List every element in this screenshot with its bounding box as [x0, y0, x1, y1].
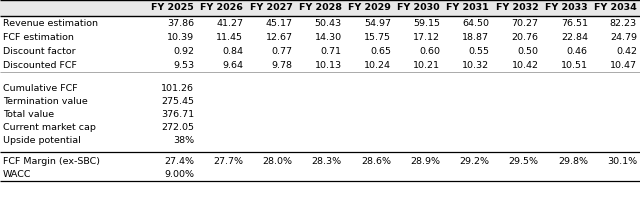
Text: 28.0%: 28.0%	[262, 157, 292, 166]
Text: FY 2032: FY 2032	[495, 4, 538, 12]
Text: 0.46: 0.46	[567, 46, 588, 55]
Text: 11.45: 11.45	[216, 32, 243, 42]
Text: 41.27: 41.27	[216, 19, 243, 27]
Text: 9.78: 9.78	[271, 61, 292, 69]
Text: 376.71: 376.71	[161, 110, 194, 119]
Text: Current market cap: Current market cap	[3, 123, 96, 132]
Text: 29.2%: 29.2%	[460, 157, 490, 166]
Text: 27.4%: 27.4%	[164, 157, 194, 166]
Text: 76.51: 76.51	[561, 19, 588, 27]
Text: 0.77: 0.77	[271, 46, 292, 55]
Text: FY 2031: FY 2031	[447, 4, 489, 12]
Text: 28.6%: 28.6%	[361, 157, 391, 166]
Text: Discount factor: Discount factor	[3, 46, 76, 55]
Text: 14.30: 14.30	[315, 32, 342, 42]
Text: 0.42: 0.42	[616, 46, 637, 55]
Text: 30.1%: 30.1%	[607, 157, 637, 166]
Text: 0.71: 0.71	[321, 46, 342, 55]
Text: 64.50: 64.50	[462, 19, 490, 27]
Text: 20.76: 20.76	[511, 32, 539, 42]
Text: 10.13: 10.13	[315, 61, 342, 69]
Text: 29.5%: 29.5%	[509, 157, 539, 166]
Text: 24.79: 24.79	[610, 32, 637, 42]
Text: 82.23: 82.23	[610, 19, 637, 27]
Text: 10.51: 10.51	[561, 61, 588, 69]
Text: 59.15: 59.15	[413, 19, 440, 27]
Text: 10.32: 10.32	[462, 61, 490, 69]
Text: 9.00%: 9.00%	[164, 170, 194, 179]
Text: 0.65: 0.65	[370, 46, 391, 55]
Text: 10.21: 10.21	[413, 61, 440, 69]
Text: 0.60: 0.60	[419, 46, 440, 55]
Text: 22.84: 22.84	[561, 32, 588, 42]
Text: 28.3%: 28.3%	[312, 157, 342, 166]
Text: 10.42: 10.42	[511, 61, 539, 69]
Text: 9.64: 9.64	[223, 61, 243, 69]
Text: FY 2026: FY 2026	[200, 4, 243, 12]
Text: FCF Margin (ex-SBC): FCF Margin (ex-SBC)	[3, 157, 100, 166]
Text: FY 2034: FY 2034	[594, 4, 637, 12]
Text: 0.50: 0.50	[518, 46, 539, 55]
Text: 0.84: 0.84	[223, 46, 243, 55]
Text: 50.43: 50.43	[315, 19, 342, 27]
Text: 15.75: 15.75	[364, 32, 391, 42]
Text: FY 2025: FY 2025	[151, 4, 194, 12]
Text: WACC: WACC	[3, 170, 31, 179]
Text: Discounted FCF: Discounted FCF	[3, 61, 77, 69]
Text: 18.87: 18.87	[462, 32, 490, 42]
Text: 9.53: 9.53	[173, 61, 194, 69]
Text: FY 2029: FY 2029	[348, 4, 391, 12]
Text: 38%: 38%	[173, 136, 194, 145]
Text: FY 2033: FY 2033	[545, 4, 588, 12]
Text: Cumulative FCF: Cumulative FCF	[3, 84, 77, 93]
Text: Total value: Total value	[3, 110, 54, 119]
Text: 10.39: 10.39	[167, 32, 194, 42]
Text: 70.27: 70.27	[511, 19, 539, 27]
Text: 54.97: 54.97	[364, 19, 391, 27]
Bar	[0, 0, 640, 16]
Text: 0.55: 0.55	[468, 46, 490, 55]
Text: Revenue estimation: Revenue estimation	[3, 19, 98, 27]
Text: 275.45: 275.45	[161, 97, 194, 106]
Text: 37.86: 37.86	[167, 19, 194, 27]
Text: 10.24: 10.24	[364, 61, 391, 69]
Text: FY 2028: FY 2028	[299, 4, 342, 12]
Text: Upside potential: Upside potential	[3, 136, 81, 145]
Text: 45.17: 45.17	[266, 19, 292, 27]
Text: 29.8%: 29.8%	[558, 157, 588, 166]
Text: Termination value: Termination value	[3, 97, 88, 106]
Text: 12.67: 12.67	[266, 32, 292, 42]
Text: FY 2027: FY 2027	[250, 4, 292, 12]
Text: 10.47: 10.47	[610, 61, 637, 69]
Text: FY 2030: FY 2030	[397, 4, 440, 12]
Text: 28.9%: 28.9%	[410, 157, 440, 166]
Text: 0.92: 0.92	[173, 46, 194, 55]
Text: 272.05: 272.05	[161, 123, 194, 132]
Text: 101.26: 101.26	[161, 84, 194, 93]
Text: FCF estimation: FCF estimation	[3, 32, 74, 42]
Text: 27.7%: 27.7%	[213, 157, 243, 166]
Text: 17.12: 17.12	[413, 32, 440, 42]
